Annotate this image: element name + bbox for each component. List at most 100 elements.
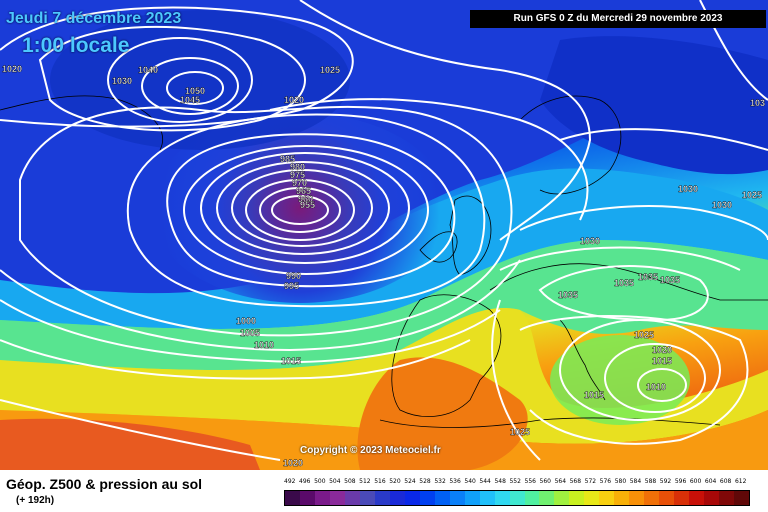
weather-map: 1020 1030 1040 1050 1045 1025 1020 985 9… — [0, 0, 768, 470]
scale-swatch — [689, 491, 705, 505]
legend-footer: Géop. Z500 & pression au sol (+ 192h) 49… — [0, 470, 768, 512]
isobar-label: 1010 — [254, 340, 274, 350]
scale-tick-label: 492 — [284, 478, 296, 485]
isobar-1030 — [0, 6, 354, 128]
scale-tick-label: 580 — [614, 478, 627, 485]
isobar-label: 1040 — [138, 65, 158, 75]
isobar-label: 1010 — [646, 382, 666, 392]
isobar-label: 1005 — [240, 328, 260, 338]
scale-tick-label: 560 — [539, 478, 551, 485]
scale-swatch — [644, 491, 660, 505]
scale-swatch — [374, 491, 390, 505]
isobar-label: 995 — [284, 281, 299, 291]
forecast-time: 1:00 locale — [22, 34, 130, 57]
isobar-955 — [271, 195, 329, 225]
isobar-1000 — [19, 105, 513, 337]
isobar-label: 960 — [298, 194, 313, 204]
isobar-1050 — [166, 71, 224, 105]
isobar-label: 1020 — [284, 95, 304, 105]
isobar-label: 975 — [290, 170, 305, 180]
scale-swatch — [599, 491, 615, 505]
scale-tick-label: 528 — [419, 478, 431, 485]
isobar-label: 980 — [290, 162, 305, 172]
isobar-label: 970 — [292, 178, 307, 188]
scale-swatch — [584, 491, 600, 505]
isobar-label: 990 — [286, 271, 301, 281]
scale-swatch — [419, 491, 435, 505]
isobar-label: 955 — [300, 200, 315, 210]
isobar-1010-med — [637, 368, 687, 402]
scale-tick-label: 508 — [344, 478, 356, 485]
isobar-970 — [231, 169, 373, 247]
isobar-label: 1050 — [185, 86, 205, 96]
copyright-notice: Copyright © 2023 Meteociel.fr — [300, 445, 441, 456]
z500-scandinavia — [540, 36, 768, 175]
scale-swatch — [329, 491, 345, 505]
isobar-985 — [183, 145, 429, 275]
isobar-960 — [259, 187, 341, 233]
scale-tick-label: 548 — [494, 478, 506, 485]
isobar-1025 — [299, 0, 592, 241]
scale-tick-label: 524 — [404, 478, 416, 485]
isobar-label: 1020 — [2, 64, 22, 74]
isobar-1035-alps — [538, 265, 709, 322]
scale-swatch — [674, 491, 690, 505]
isobar-1010 — [0, 299, 501, 364]
z500-med-low — [550, 335, 690, 425]
scale-swatch — [389, 491, 405, 505]
isobar-1020-med — [559, 319, 721, 421]
isobar-label: 1030 — [712, 200, 732, 210]
isobar-label: 1015 — [584, 390, 604, 400]
isobar-990 — [166, 133, 456, 288]
scale-swatch — [494, 491, 510, 505]
isobar-label: 1030 — [112, 76, 132, 86]
scale-tick-label: 564 — [554, 478, 567, 485]
color-scale-ticks: 492 496 500 504 508 512 516 520 524 528 532 536 540 5… — [284, 478, 750, 490]
scale-tick-label: 608 — [719, 478, 732, 485]
isobar-label: 1035 — [614, 278, 634, 288]
scale-swatch — [614, 491, 630, 505]
isobar-1030-e — [499, 246, 741, 271]
isobar-1025-w — [491, 299, 541, 461]
isobar-label: 1035 — [638, 272, 658, 282]
scale-swatch — [359, 491, 375, 505]
isobar-1020-n — [269, 98, 589, 221]
isobar-1025-med — [519, 315, 749, 445]
legend-subtitle: (+ 192h) — [16, 495, 55, 506]
isobar-label: 1020 — [283, 458, 303, 468]
color-scale-bar — [284, 490, 750, 506]
scale-tick-label: 504 — [329, 478, 341, 485]
isobar-label: 1025 — [742, 190, 762, 200]
scale-swatch — [704, 491, 720, 505]
scale-swatch — [569, 491, 585, 505]
isobar-1015 — [0, 339, 471, 380]
scale-tick-label: 612 — [734, 478, 747, 485]
model-run-label: Run GFS 0 Z du Mercredi 29 novembre 2023 — [470, 10, 766, 28]
coast-britain — [449, 195, 492, 276]
isobar-1045 — [141, 57, 239, 115]
coast-africa — [379, 417, 721, 428]
isobar-label: 1025 — [320, 65, 340, 75]
isobar-1040 — [107, 37, 253, 123]
scale-tick-label: 552 — [509, 478, 521, 485]
scale-swatch — [734, 491, 750, 505]
scale-tick-label: 516 — [374, 478, 386, 485]
isobar-980 — [200, 152, 410, 264]
isobar-label: 965 — [296, 186, 311, 196]
scale-tick-label: 604 — [704, 478, 717, 485]
scale-tick-label: 512 — [359, 478, 371, 485]
scale-tick-label: 500 — [314, 478, 326, 485]
isobar-975 — [216, 161, 390, 255]
scale-tick-label: 584 — [629, 478, 642, 485]
scale-swatch — [554, 491, 570, 505]
scale-swatch — [464, 491, 480, 505]
isobar-label: 1025 — [634, 330, 654, 340]
forecast-date: Jeudi 7 décembre 2023 — [6, 10, 182, 27]
isobar-label: 1035 — [660, 275, 680, 285]
isobar-label: 1015 — [281, 356, 301, 366]
isobar-label: 1020 — [652, 345, 672, 355]
color-scale: 492 496 500 504 508 512 516 520 524 528 532 536 540 5… — [284, 478, 750, 508]
scale-tick-label: 576 — [599, 478, 612, 485]
scale-swatch — [449, 491, 465, 505]
geopotential-field: 1020 1030 1040 1050 1045 1025 1020 985 9… — [0, 0, 768, 470]
